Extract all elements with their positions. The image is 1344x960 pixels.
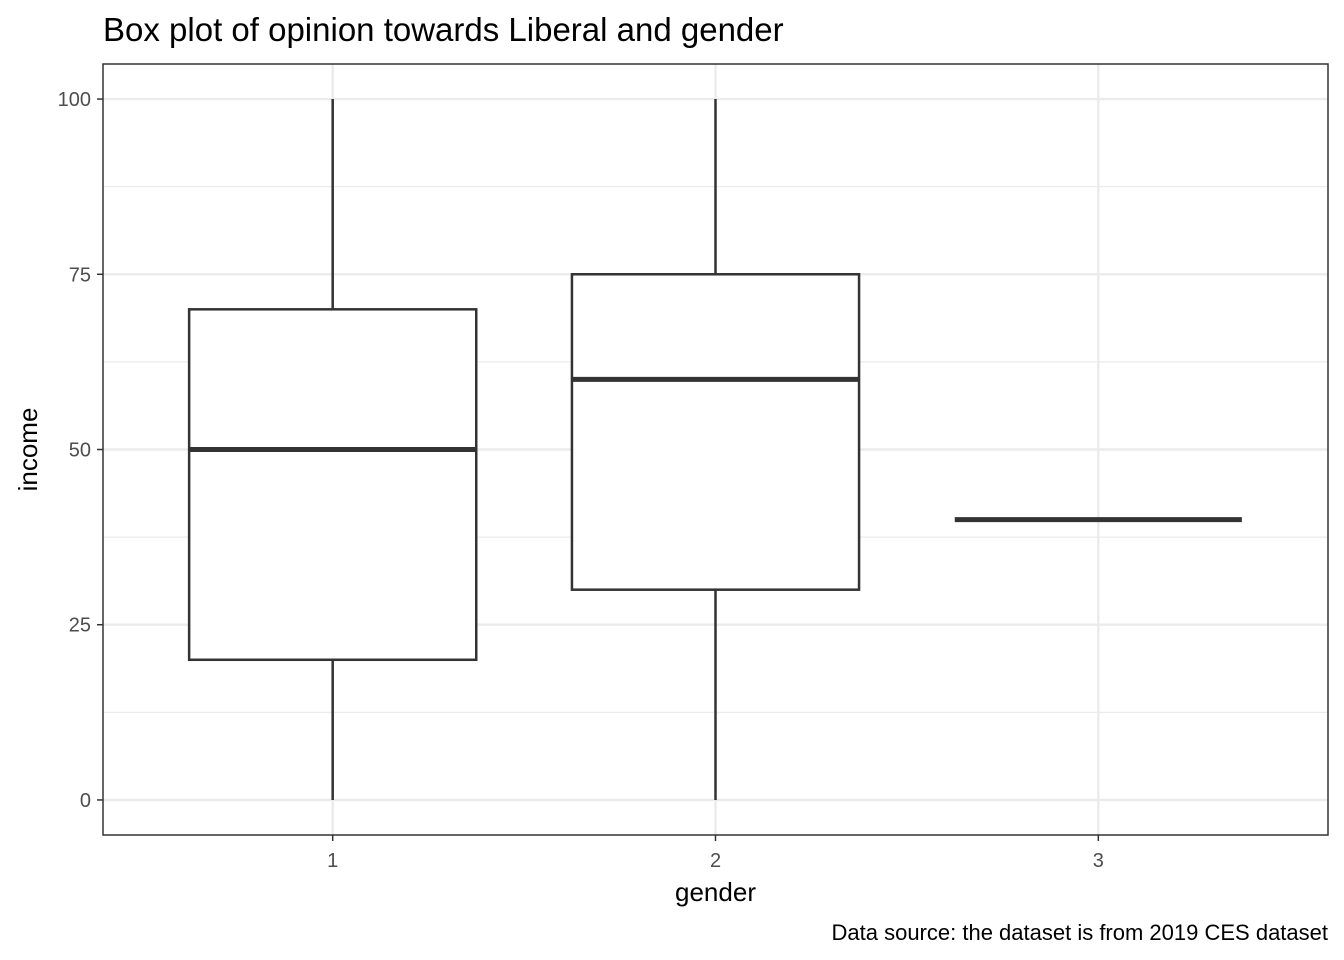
y-tick-label: 50: [69, 440, 91, 462]
box: [187, 308, 478, 662]
box-group-1: [187, 99, 478, 800]
x-axis-title: gender: [675, 877, 756, 907]
box-group-2: [570, 99, 861, 800]
y-tick-label: 25: [69, 615, 91, 637]
y-tick-label: 100: [58, 89, 91, 111]
x-tick-label: 1: [327, 850, 338, 872]
x-tick-label: 3: [1093, 850, 1104, 872]
chart-caption: Data source: the dataset is from 2019 CE…: [832, 920, 1329, 945]
y-tick-label: 0: [80, 790, 91, 812]
y-axis: 0 25 50 75 100: [58, 89, 103, 812]
x-tick-label: 2: [710, 850, 721, 872]
x-axis: 1 2 3: [327, 835, 1104, 872]
chart-title: Box plot of opinion towards Liberal and …: [103, 11, 784, 48]
box-series: [187, 99, 1242, 800]
box: [570, 273, 861, 591]
y-tick-label: 75: [69, 264, 91, 286]
y-axis-title: income: [13, 408, 43, 492]
